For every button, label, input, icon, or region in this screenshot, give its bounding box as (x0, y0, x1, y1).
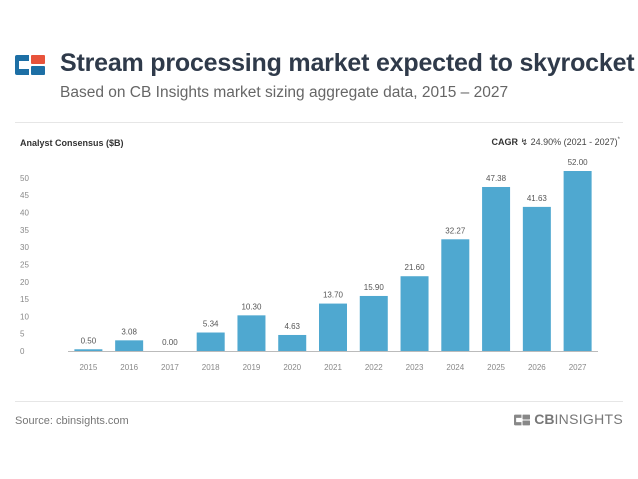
source-text: Source: cbinsights.com (15, 415, 129, 427)
y-tick-label: 10 (20, 312, 29, 321)
x-tick-label: 2016 (120, 363, 138, 372)
x-tick-label: 2021 (324, 363, 342, 372)
x-tick-label: 2026 (528, 363, 546, 372)
y-tick-label: 45 (20, 191, 29, 200)
bar-2018 (196, 332, 225, 351)
data-label: 0.00 (162, 338, 178, 347)
data-label: 21.60 (405, 263, 426, 272)
x-tick-label: 2022 (365, 363, 383, 372)
cagr-value: 24.90% (530, 137, 562, 147)
bar-2022 (359, 295, 388, 351)
cagr-label: CAGR (491, 137, 518, 147)
bar-2025 (482, 186, 511, 351)
y-tick-label: 50 (20, 174, 29, 183)
data-label: 47.38 (486, 174, 507, 183)
footer-divider (15, 401, 623, 402)
data-label: 0.50 (81, 336, 97, 345)
x-tick-label: 2017 (161, 363, 179, 372)
bar-2020 (278, 334, 307, 351)
chart-subtitle: Based on CB Insights market sizing aggre… (60, 84, 509, 101)
cb-insights-small-logo (514, 414, 531, 426)
data-label: 10.30 (241, 302, 262, 311)
data-label: 15.90 (364, 283, 385, 292)
bar-2024 (441, 239, 470, 351)
bar-2026 (522, 206, 551, 351)
x-tick-label: 2027 (569, 363, 587, 372)
data-label: 41.63 (527, 194, 548, 203)
brand-cb: CB (534, 411, 555, 427)
x-tick-label: 2018 (202, 363, 220, 372)
data-label: 52.00 (568, 158, 589, 167)
y-tick-label: 0 (20, 347, 25, 356)
x-tick-label: 2019 (243, 363, 261, 372)
cagr-range: (2021 - 2027) (563, 137, 618, 147)
y-axis-label: Analyst Consensus ($B) (20, 138, 124, 148)
y-tick-label: 35 (20, 226, 29, 235)
x-tick-label: 2025 (487, 363, 505, 372)
chart-title: Stream processing market expected to sky… (60, 49, 635, 77)
bar-2021 (319, 303, 347, 351)
y-tick-label: 5 (20, 330, 25, 339)
bar-2027 (563, 171, 592, 351)
brand-insights: INSIGHTS (554, 411, 623, 427)
bar-chart: 051015202530354045500.5020153.0820160.00… (20, 158, 598, 372)
data-label: 5.34 (203, 320, 219, 329)
bar-2023 (400, 276, 429, 351)
y-tick-label: 15 (20, 295, 29, 304)
cagr-note: CAGR ↯ 24.90% (2021 - 2027)* (491, 137, 620, 148)
cb-insights-wordmark: CBINSIGHTS (514, 411, 623, 427)
lightning-icon: ↯ (520, 137, 529, 147)
data-label: 3.08 (121, 327, 137, 336)
y-tick-label: 20 (20, 278, 29, 287)
header-divider (15, 122, 623, 123)
bar-2015 (74, 349, 103, 351)
x-tick-label: 2020 (283, 363, 301, 372)
y-tick-label: 40 (20, 209, 29, 218)
bar-2019 (237, 315, 266, 351)
cagr-footnote-mark: * (617, 137, 620, 143)
x-tick-label: 2023 (406, 363, 424, 372)
data-label: 4.63 (284, 322, 300, 331)
cb-insights-logo (15, 55, 45, 75)
x-tick-label: 2024 (446, 363, 464, 372)
data-label: 13.70 (323, 291, 344, 300)
data-label: 32.27 (445, 226, 466, 235)
y-tick-label: 25 (20, 260, 29, 269)
x-tick-label: 2015 (79, 363, 97, 372)
bar-2016 (115, 340, 144, 351)
y-tick-label: 30 (20, 243, 29, 252)
